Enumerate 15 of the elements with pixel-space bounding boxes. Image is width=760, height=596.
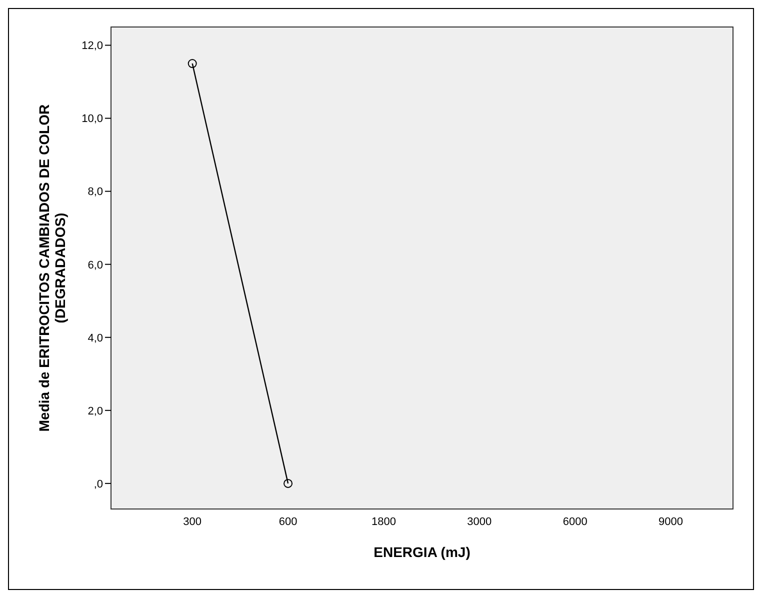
y-tick-label: 8,0 xyxy=(88,186,103,198)
y-tick-label: 10,0 xyxy=(82,113,103,126)
y-axis-title: Media de ERITROCITOS CAMBIADOS DE COLOR (DEGRADADOS) xyxy=(36,104,68,432)
x-tick-label: 6000 xyxy=(562,516,588,528)
x-tick-label: 1800 xyxy=(371,516,396,528)
y-tick-label: ,0 xyxy=(94,478,103,490)
y-tick-label: 12,0 xyxy=(82,40,103,52)
x-tick-label: 600 xyxy=(278,516,298,528)
x-tick-label: 300 xyxy=(183,516,202,528)
x-tick-label: 3000 xyxy=(467,516,492,528)
x-tick-label: 9000 xyxy=(658,516,684,528)
y-tick-label: 2,0 xyxy=(88,405,103,418)
y-tick-label: 6,0 xyxy=(88,259,103,272)
x-axis-title: ENERGIA (mJ) xyxy=(374,544,470,560)
y-tick-label: 4,0 xyxy=(88,332,103,344)
